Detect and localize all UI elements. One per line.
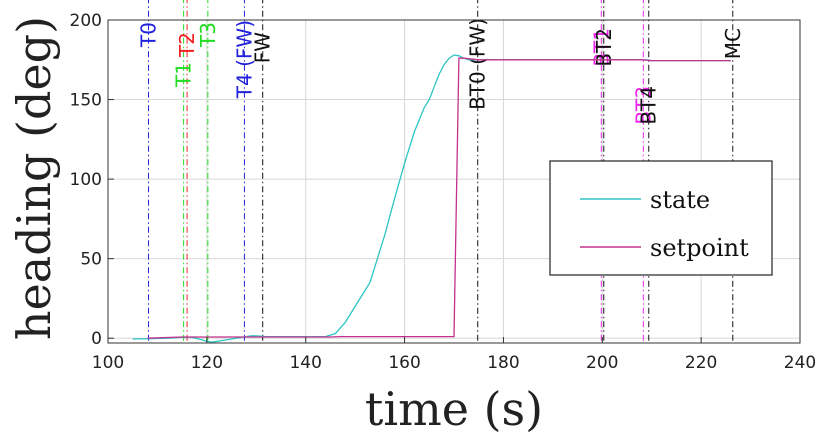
legend-box <box>549 160 773 276</box>
x-tick-label: 200 <box>586 353 618 373</box>
y-tick-label: 0 <box>91 329 102 349</box>
x-tick-label: 100 <box>92 353 124 373</box>
event-label: T3 <box>196 22 220 48</box>
y-tick-label: 50 <box>80 250 102 270</box>
legend-state-label: state <box>650 186 710 214</box>
event-label: T2 <box>175 32 199 58</box>
x-tick-label: 140 <box>289 353 321 373</box>
y-axis-title: heading (deg) <box>7 16 61 340</box>
axes <box>107 19 801 344</box>
event-label: T1 <box>172 62 196 88</box>
event-label: BT2 <box>592 28 616 67</box>
event-label: MC <box>721 28 745 59</box>
event-label: T0 <box>137 22 161 48</box>
x-tick-label: 160 <box>388 353 420 373</box>
event-label: BT4 <box>637 86 661 125</box>
plot-frame <box>107 19 801 344</box>
tick-labels: 100 120 140 160 180 200 220 240 0 50 100 150 200 <box>70 11 817 373</box>
legend: state setpoint <box>549 160 773 276</box>
y-tick-label: 100 <box>70 170 102 190</box>
x-axis-title: time (s) <box>365 382 543 436</box>
legend-setpoint-label: setpoint <box>650 234 749 262</box>
x-tick-label: 120 <box>191 353 223 373</box>
event-label: FW <box>251 32 275 64</box>
x-tick-label: 180 <box>487 353 519 373</box>
x-tick-label: 220 <box>685 353 717 373</box>
series-line <box>147 57 731 339</box>
event-label: BT3 <box>631 86 655 125</box>
y-tick-label: 150 <box>70 91 102 111</box>
event-label: T4 (FW) <box>232 20 256 99</box>
event-label: BT0 (FW) <box>466 18 490 110</box>
x-tick-label: 240 <box>784 353 816 373</box>
series-lines <box>132 54 731 343</box>
y-tick-label: 200 <box>70 11 102 31</box>
